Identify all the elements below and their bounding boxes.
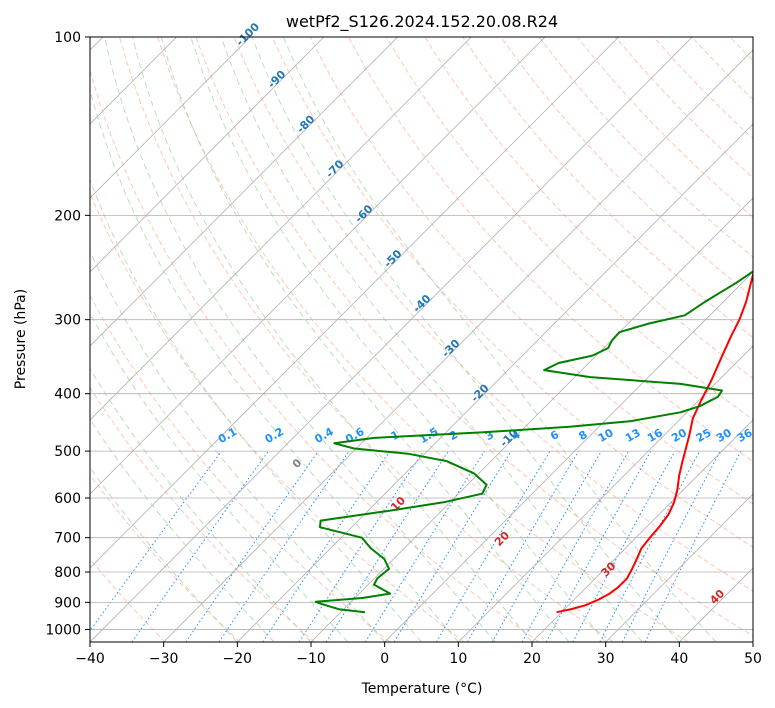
y-tick-label: 800 bbox=[54, 565, 81, 581]
mixing-ratio-line bbox=[621, 450, 721, 642]
isotherm-line bbox=[90, 37, 472, 421]
isotherm-line bbox=[458, 345, 753, 642]
y-axis-label: Pressure (hPa) bbox=[13, 289, 29, 389]
x-tick-label: 30 bbox=[597, 651, 615, 667]
moist-adiabat bbox=[131, 37, 533, 642]
dry-adiabat bbox=[90, 68, 540, 642]
dry-adiabat bbox=[424, 37, 753, 379]
mixing-ratio-line bbox=[393, 450, 512, 642]
y-tick-label: 300 bbox=[54, 313, 81, 329]
y-tick-label: 500 bbox=[54, 444, 81, 460]
mixing-ratio-line bbox=[521, 450, 630, 642]
isotherm-line bbox=[384, 271, 753, 642]
isotherm-line bbox=[531, 419, 753, 642]
x-tick-label: 40 bbox=[670, 651, 688, 667]
y-tick-label: 700 bbox=[54, 531, 81, 547]
x-tick-label: 0 bbox=[380, 651, 389, 667]
x-tick-label: 20 bbox=[523, 651, 541, 667]
background-lines bbox=[90, 37, 753, 642]
mixing-ratio-line bbox=[545, 450, 652, 642]
dry-adiabat bbox=[271, 37, 753, 548]
moist-adiabat bbox=[220, 37, 643, 642]
y-tick-label: 100 bbox=[54, 30, 81, 46]
dry-adiabat bbox=[90, 386, 316, 642]
dewpoint-profile-line bbox=[314, 270, 753, 614]
isotherm-line bbox=[90, 37, 251, 199]
mixing-ratio-line bbox=[262, 450, 391, 642]
x-axis-label: Temperature (°C) bbox=[361, 681, 483, 697]
isotherm-line bbox=[237, 123, 753, 642]
x-axis-ticks: −40 −30 −20 −10 0 10 20 30 40 50 bbox=[75, 642, 762, 667]
y-axis-ticks: 100 200 300 400 500 600 700 800 900 1000 bbox=[45, 30, 90, 638]
plot-frame bbox=[89, 36, 754, 643]
moist-adiabat bbox=[160, 37, 570, 642]
isotherm-line bbox=[163, 49, 753, 642]
moist-adiabat bbox=[90, 178, 422, 642]
mixing-ratio-line bbox=[218, 450, 350, 642]
mixing-ratio-line bbox=[644, 450, 742, 642]
mixing-ratio-line bbox=[298, 450, 425, 642]
moist-adiabat bbox=[90, 88, 459, 642]
dry-adiabat bbox=[347, 37, 753, 463]
mixing-ratio-line bbox=[325, 450, 449, 642]
y-tick-label: 200 bbox=[54, 208, 81, 224]
mixing-ratio-line bbox=[572, 450, 676, 642]
x-tick-label: 10 bbox=[449, 651, 467, 667]
dry-adiabat bbox=[118, 37, 614, 642]
isotherm-line bbox=[90, 37, 398, 347]
dry-adiabat bbox=[157, 37, 689, 642]
x-tick-label: 50 bbox=[744, 651, 762, 667]
moist-adiabat bbox=[104, 37, 496, 642]
isotherm-line bbox=[90, 37, 546, 495]
x-tick-label: −10 bbox=[296, 651, 326, 667]
isotherm-line bbox=[90, 37, 325, 273]
x-tick-label: −30 bbox=[149, 651, 179, 667]
mixing-ratio-line bbox=[185, 450, 319, 642]
x-tick-label: −20 bbox=[223, 651, 253, 667]
dry-adiabat bbox=[462, 37, 753, 339]
profile-series bbox=[314, 270, 753, 614]
moist-adiabat bbox=[251, 37, 680, 642]
y-tick-label: 900 bbox=[54, 595, 81, 611]
dry-adiabat bbox=[90, 558, 166, 642]
dry-adiabat bbox=[233, 37, 753, 592]
moist-adiabat bbox=[190, 37, 607, 642]
moist-adiabat bbox=[90, 466, 238, 642]
isotherm-line bbox=[605, 493, 753, 642]
temperature-profile-line bbox=[556, 270, 753, 614]
y-tick-label: 600 bbox=[54, 491, 81, 507]
y-tick-label: 1000 bbox=[45, 622, 81, 638]
isotherm-line bbox=[90, 37, 693, 642]
mixing-ratio-line bbox=[90, 450, 223, 632]
dry-adiabat bbox=[90, 473, 241, 642]
chart-title: wetPf2_S126.2024.152.20.08.R24 bbox=[286, 12, 558, 32]
isotherm-line bbox=[90, 37, 619, 569]
y-tick-label: 400 bbox=[54, 387, 81, 403]
dry-adiabat bbox=[90, 191, 465, 642]
x-tick-label: −40 bbox=[75, 651, 105, 667]
